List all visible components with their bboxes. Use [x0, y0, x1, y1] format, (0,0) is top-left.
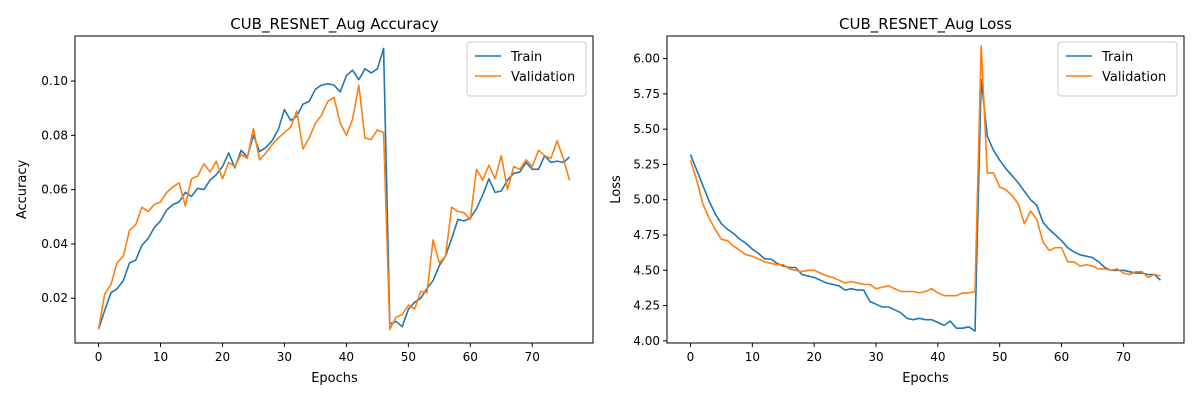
x-tick-label: 50	[401, 350, 416, 364]
chart-title: CUB_RESNET_Aug Accuracy	[230, 15, 439, 34]
x-axis-ticks: 0 10 20 30 40 50 60 70	[687, 343, 1131, 364]
series-line-validation	[97, 84, 571, 331]
series-lines	[97, 47, 571, 331]
series-line-train	[689, 79, 1162, 332]
x-tick-label: 70	[525, 350, 540, 364]
y-tick-label: 0.06	[41, 183, 68, 197]
y-tick-label: 4.75	[633, 228, 660, 242]
x-tick-label: 50	[992, 350, 1007, 364]
legend-label: Validation	[1102, 70, 1166, 85]
y-axis-label: Loss	[609, 175, 624, 204]
chart-title: CUB_RESNET_Aug Loss	[839, 15, 1012, 34]
x-tick-label: 30	[868, 350, 883, 364]
plot-frame	[666, 35, 1185, 344]
x-tick-label: 40	[339, 350, 354, 364]
legend-label: Validation	[511, 70, 575, 85]
y-axis-ticks: 0.02 0.04 0.06 0.08 0.10	[41, 74, 75, 305]
legend-label: Train	[1101, 50, 1133, 65]
legend-label: Train	[510, 50, 542, 65]
x-tick-label: 0	[95, 350, 103, 364]
x-tick-label: 20	[215, 350, 230, 364]
x-axis-label: Epochs	[311, 371, 358, 386]
x-axis-label: Epochs	[902, 371, 949, 386]
x-tick-label: 20	[807, 350, 822, 364]
legend: Train Validation	[1057, 41, 1178, 97]
x-tick-label: 10	[153, 350, 168, 364]
y-tick-label: 5.00	[633, 193, 660, 207]
x-tick-label: 40	[930, 350, 945, 364]
y-tick-label: 5.75	[633, 87, 660, 101]
x-tick-label: 0	[687, 350, 695, 364]
y-tick-label: 5.25	[633, 157, 660, 171]
y-tick-label: 0.10	[41, 74, 68, 88]
y-tick-label: 6.00	[633, 52, 660, 66]
x-axis-ticks: 0 10 20 30 40 50 60 70	[95, 343, 540, 364]
accuracy-chart: CUB_RESNET_Aug Accuracy 0 10 20 30 40 50 60 70 …	[15, 15, 594, 386]
x-tick-label: 10	[745, 350, 760, 364]
series-line-validation	[689, 45, 1161, 297]
y-tick-label: 5.50	[633, 122, 660, 136]
y-tick-label: 0.08	[41, 128, 68, 142]
y-axis-ticks: 4.00 4.25 4.50 4.75 5.00 5.25 5.50 5.75 6.00	[633, 52, 667, 348]
y-tick-label: 0.04	[41, 237, 68, 251]
loss-chart: CUB_RESNET_Aug Loss 0 10 20 30 40 50 60 70 4.00…	[609, 15, 1185, 386]
y-tick-label: 4.00	[633, 334, 660, 348]
x-tick-label: 60	[1054, 350, 1069, 364]
y-tick-label: 4.25	[633, 299, 660, 313]
y-tick-label: 4.50	[633, 263, 660, 277]
series-line-train	[97, 47, 571, 330]
x-tick-label: 30	[277, 350, 292, 364]
y-axis-label: Accuracy	[15, 160, 30, 220]
x-tick-label: 70	[1116, 350, 1131, 364]
y-tick-label: 0.02	[41, 291, 68, 305]
legend: Train Validation	[466, 41, 587, 97]
series-lines	[689, 45, 1162, 332]
x-tick-label: 60	[463, 350, 478, 364]
